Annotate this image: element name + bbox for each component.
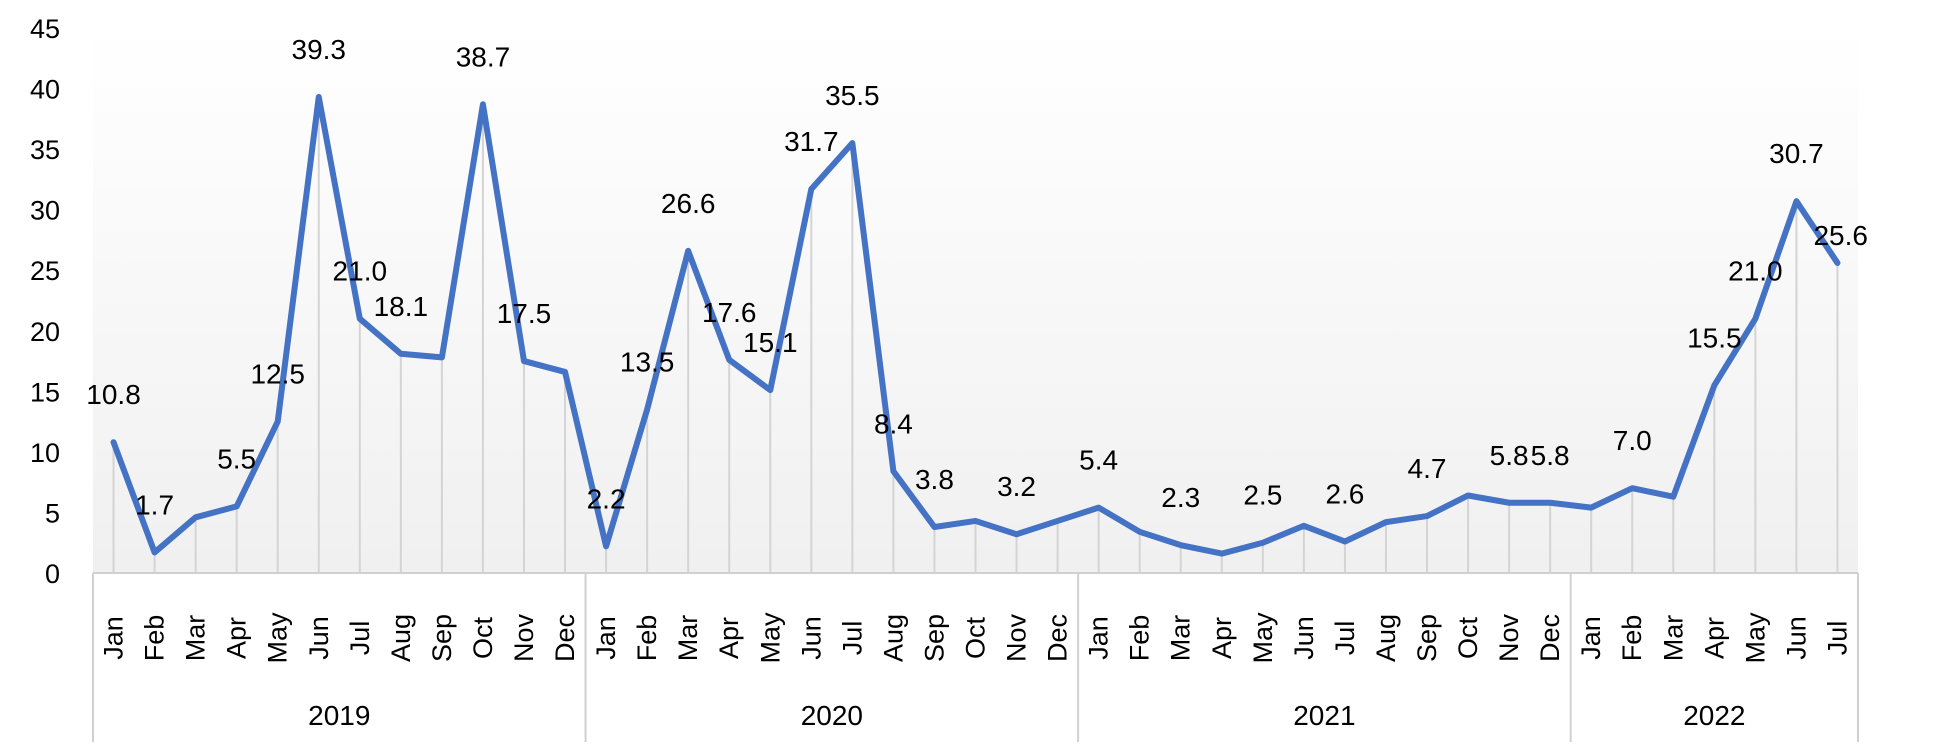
x-tick-label: Mar bbox=[673, 615, 703, 662]
x-tick-label: Feb bbox=[140, 615, 170, 662]
x-group-label: 2022 bbox=[1683, 700, 1745, 731]
x-tick-label: Jun bbox=[796, 616, 826, 660]
x-tick-label: May bbox=[1740, 612, 1770, 664]
data-label: 15.5 bbox=[1687, 322, 1742, 353]
x-tick-label: Jul bbox=[1330, 621, 1360, 656]
y-tick-label: 10 bbox=[30, 438, 60, 468]
x-tick-label: Nov bbox=[1494, 613, 1524, 662]
data-label: 39.3 bbox=[292, 34, 347, 65]
x-tick-label: Mar bbox=[1166, 615, 1196, 662]
x-tick-label: Jan bbox=[99, 616, 129, 660]
data-label: 25.6 bbox=[1813, 220, 1868, 251]
x-tick-label: Oct bbox=[1453, 617, 1483, 660]
x-group-label: 2021 bbox=[1293, 700, 1355, 731]
data-label: 18.1 bbox=[374, 291, 429, 322]
x-tick-label: Oct bbox=[468, 617, 498, 660]
x-tick-label: Jun bbox=[1781, 616, 1811, 660]
x-tick-label: Apr bbox=[714, 617, 744, 659]
y-tick-label: 0 bbox=[45, 559, 60, 589]
data-label: 12.5 bbox=[250, 359, 305, 390]
y-axis: 0 5 10 15 20 25 30 35 40 45 bbox=[30, 14, 60, 589]
x-tick-label: Feb bbox=[1125, 615, 1155, 662]
data-label: 8.4 bbox=[874, 408, 913, 439]
x-tick-label: Feb bbox=[632, 615, 662, 662]
data-label: 21.0 bbox=[333, 256, 388, 287]
data-label: 13.5 bbox=[620, 347, 675, 378]
data-label: 21.0 bbox=[1728, 256, 1783, 287]
x-tick-label: Dec bbox=[550, 614, 580, 662]
data-label: 5.5 bbox=[217, 443, 256, 474]
data-label: 2.3 bbox=[1161, 482, 1200, 513]
x-tick-label: May bbox=[1248, 612, 1278, 664]
x-tick-label: Jul bbox=[345, 621, 375, 656]
x-tick-label: Mar bbox=[181, 615, 211, 662]
x-tick-label: Nov bbox=[509, 613, 539, 662]
x-tick-label: Apr bbox=[222, 617, 252, 659]
y-tick-label: 35 bbox=[30, 135, 60, 165]
data-label: 26.6 bbox=[661, 188, 716, 219]
x-axis: Jan Feb Mar Apr May Jun Jul Aug Sep Oct Nov Dec 2019… bbox=[92, 572, 1859, 742]
x-tick-label: Jun bbox=[304, 616, 334, 660]
data-label: 3.8 bbox=[915, 464, 954, 495]
data-label: 5.4 bbox=[1079, 445, 1118, 476]
x-tick-label: May bbox=[755, 612, 785, 664]
x-tick-label: Sep bbox=[427, 614, 457, 662]
y-tick-label: 25 bbox=[30, 256, 60, 286]
x-tick-label: Nov bbox=[1002, 613, 1032, 662]
data-label: 1.7 bbox=[135, 489, 174, 520]
drop-lines bbox=[112, 97, 1839, 573]
data-label: 30.7 bbox=[1769, 138, 1824, 169]
x-tick-label: Sep bbox=[1412, 614, 1442, 662]
x-tick-label: Aug bbox=[878, 614, 908, 662]
data-label: 17.5 bbox=[497, 298, 552, 329]
x-tick-label: Mar bbox=[1658, 615, 1688, 662]
x-tick-label: Apr bbox=[1699, 617, 1729, 659]
y-tick-label: 5 bbox=[45, 498, 60, 528]
data-label: 15.1 bbox=[743, 327, 798, 358]
data-label: 3.2 bbox=[997, 471, 1036, 502]
y-tick-label: 40 bbox=[30, 75, 60, 105]
x-tick-label: Aug bbox=[386, 614, 416, 662]
data-label: 2.6 bbox=[1325, 479, 1364, 510]
data-label: 2.5 bbox=[1243, 480, 1282, 511]
y-tick-label: 45 bbox=[30, 14, 60, 44]
x-tick-label: Jul bbox=[1822, 621, 1852, 656]
x-tick-label: Jan bbox=[591, 616, 621, 660]
data-labels: 10.8 1.7 5.5 12.5 39.3 21.0 18.1 38.7 17.5 2.2 13.… bbox=[86, 34, 1868, 520]
x-tick-label: Jan bbox=[1576, 616, 1606, 660]
x-tick-label: Dec bbox=[1043, 614, 1073, 662]
data-label: 10.8 bbox=[86, 379, 141, 410]
x-tick-label: May bbox=[263, 612, 293, 664]
data-label: 7.0 bbox=[1613, 425, 1652, 456]
x-tick-label: Jul bbox=[837, 621, 867, 656]
data-label: 5.8 bbox=[1531, 440, 1570, 471]
x-group-label: 2019 bbox=[308, 700, 370, 731]
x-tick-label: Oct bbox=[961, 617, 991, 660]
data-label: 17.6 bbox=[702, 297, 757, 328]
y-tick-label: 20 bbox=[30, 317, 60, 347]
x-tick-label: Feb bbox=[1617, 615, 1647, 662]
y-tick-label: 15 bbox=[30, 377, 60, 407]
data-label: 38.7 bbox=[456, 41, 511, 72]
x-tick-label: Aug bbox=[1371, 614, 1401, 662]
x-tick-label: Sep bbox=[919, 614, 949, 662]
x-tick-label: Apr bbox=[1207, 617, 1237, 659]
x-tick-label: Dec bbox=[1535, 614, 1565, 662]
series-line bbox=[110, 94, 1841, 557]
data-label: 5.8 bbox=[1490, 440, 1529, 471]
plot-background bbox=[93, 28, 1858, 573]
data-label: 35.5 bbox=[825, 80, 880, 111]
y-tick-label: 30 bbox=[30, 196, 60, 226]
x-tick-label: Jun bbox=[1289, 616, 1319, 660]
x-tick-label: Jan bbox=[1084, 616, 1114, 660]
data-label: 4.7 bbox=[1408, 453, 1447, 484]
data-label: 31.7 bbox=[784, 126, 839, 157]
data-label: 2.2 bbox=[587, 483, 626, 514]
x-group-label: 2020 bbox=[801, 700, 863, 731]
